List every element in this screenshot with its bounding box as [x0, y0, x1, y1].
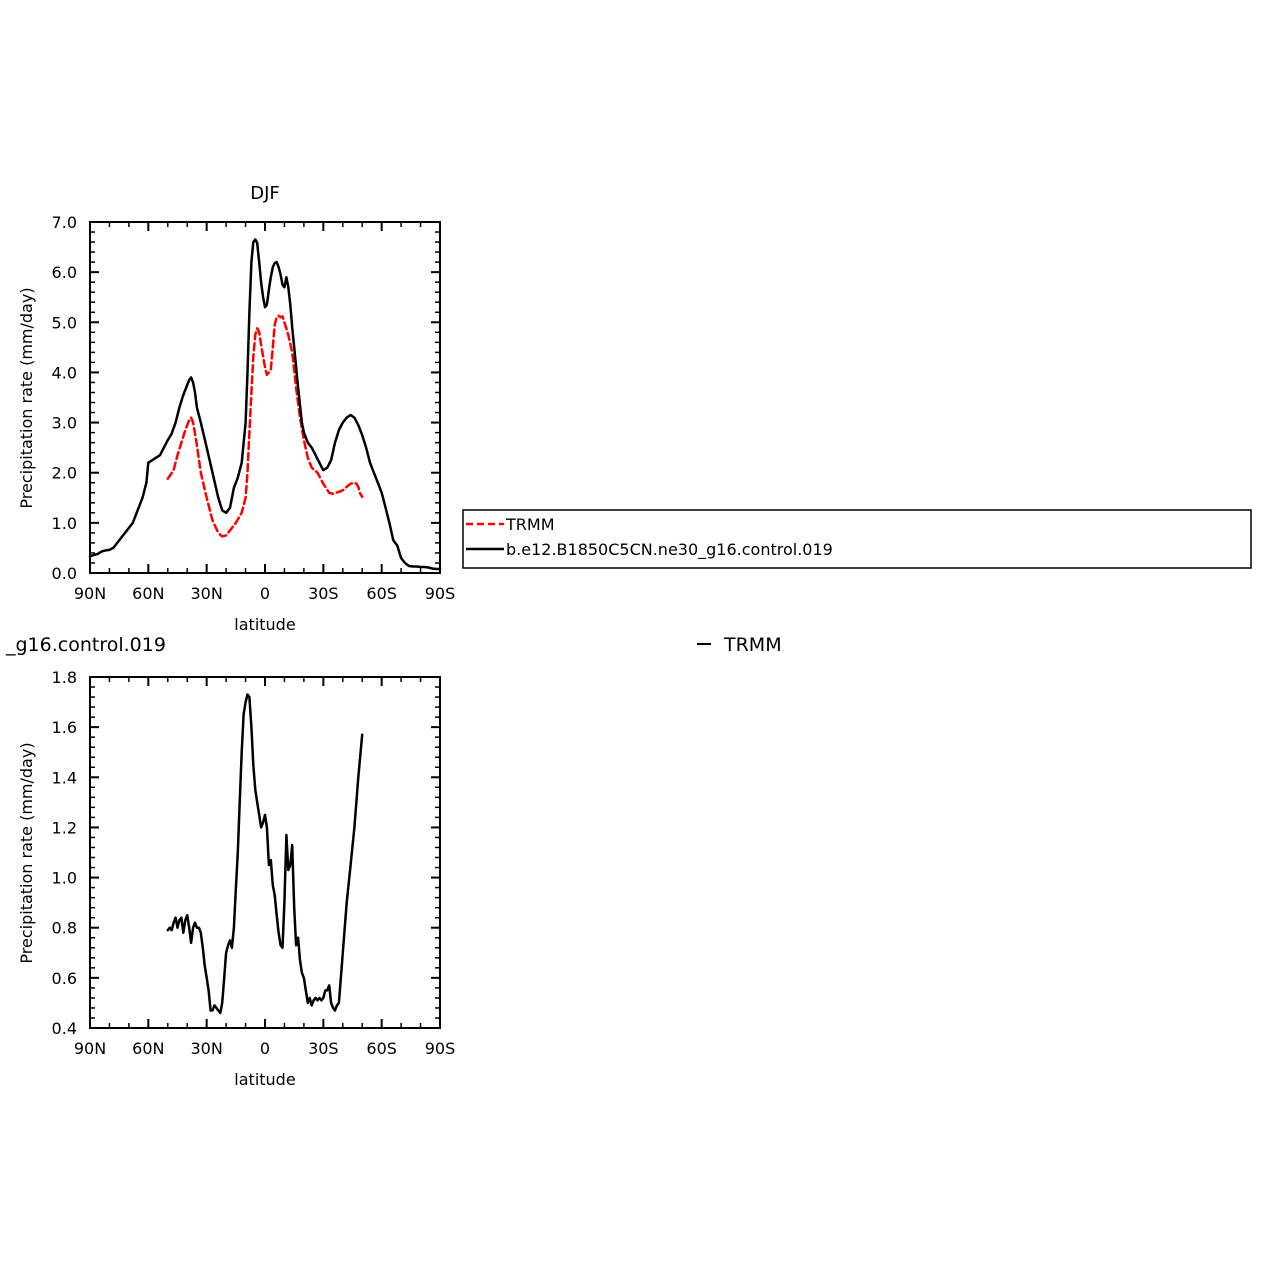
- x-tick-label: 90S: [425, 1039, 456, 1058]
- bottom-panel-left-title: _g16.control.019: [5, 634, 166, 656]
- bottom-panel-ticks: [89, 676, 441, 1029]
- y-tick-label: 0.8: [52, 919, 77, 938]
- x-tick-label: 60N: [132, 584, 164, 603]
- y-tick-label: 4.0: [52, 363, 77, 382]
- x-tick-label: 30N: [191, 1039, 223, 1058]
- y-tick-label: 0.4: [52, 1019, 77, 1038]
- x-tick-label: 0: [260, 584, 270, 603]
- y-tick-label: 1.4: [52, 768, 77, 787]
- x-tick-label: 30S: [308, 584, 339, 603]
- bottom-panel-right-title: TRMM: [723, 634, 782, 656]
- top-series-line-0: [166, 314, 364, 538]
- y-tick-label: 1.6: [52, 718, 77, 737]
- y-tick-label: 5.0: [52, 313, 77, 332]
- y-tick-label: 1.0: [52, 514, 77, 533]
- y-tick-label: 6.0: [52, 263, 77, 282]
- legend-label-trmm: TRMM: [505, 515, 555, 534]
- bottom-panel-y-axis-label: Precipitation rate (mm/day): [17, 742, 36, 963]
- bottom-panel-x-tick-labels: 90N 60N 30N 0 30S 60S 90S: [74, 1039, 455, 1058]
- y-tick-label: 1.0: [52, 869, 77, 888]
- legend: TRMM b.e12.B1850C5CN.ne30_g16.control.01…: [462, 509, 1252, 569]
- top-series-line-1: [88, 238, 442, 571]
- x-tick-label: 0: [260, 1039, 270, 1058]
- top-panel-series: [88, 238, 442, 571]
- top-panel-x-axis-label: latitude: [234, 615, 295, 634]
- legend-box: [462, 509, 1252, 569]
- top-panel: DJF 0.0 1.0 2.0 3.0 4.0 5.0 6.0 7.0 90N 60N 30N 0 3…: [17, 183, 455, 634]
- bottom-panel-y-tick-labels: 0.4 0.6 0.8 1.0 1.2 1.4 1.6 1.8: [52, 668, 77, 1038]
- x-tick-label: 90S: [425, 584, 456, 603]
- y-tick-label: 0.0: [52, 564, 77, 583]
- y-tick-label: 0.6: [52, 969, 77, 988]
- top-panel-y-tick-labels: 0.0 1.0 2.0 3.0 4.0 5.0 6.0 7.0: [52, 213, 77, 583]
- top-panel-title: DJF: [250, 183, 280, 204]
- y-tick-label: 1.2: [52, 818, 77, 837]
- top-panel-y-axis-label: Precipitation rate (mm/day): [17, 287, 36, 508]
- bottom-series-line-0: [166, 693, 364, 1015]
- y-tick-label: 7.0: [52, 213, 77, 232]
- y-tick-label: 1.8: [52, 668, 77, 687]
- y-tick-label: 2.0: [52, 464, 77, 483]
- x-tick-label: 60N: [132, 1039, 164, 1058]
- x-tick-label: 30S: [308, 1039, 339, 1058]
- bottom-panel-frame: [89, 676, 441, 1029]
- x-tick-label: 60S: [366, 1039, 397, 1058]
- top-panel-x-tick-labels: 90N 60N 30N 0 30S 60S 90S: [74, 584, 455, 603]
- y-tick-label: 3.0: [52, 414, 77, 433]
- x-tick-label: 60S: [366, 584, 397, 603]
- bottom-panel-series: [166, 693, 364, 1015]
- x-tick-label: 30N: [191, 584, 223, 603]
- bottom-panel: _g16.control.019 TRMM 0.4 0.6 0.8 1.0 1.2 1.4…: [5, 634, 782, 1089]
- legend-label-model: b.e12.B1850C5CN.ne30_g16.control.019: [506, 540, 833, 560]
- x-tick-label: 90N: [74, 584, 106, 603]
- bottom-panel-x-axis-label: latitude: [234, 1070, 295, 1089]
- top-panel-ticks: [89, 221, 441, 574]
- x-tick-label: 90N: [74, 1039, 106, 1058]
